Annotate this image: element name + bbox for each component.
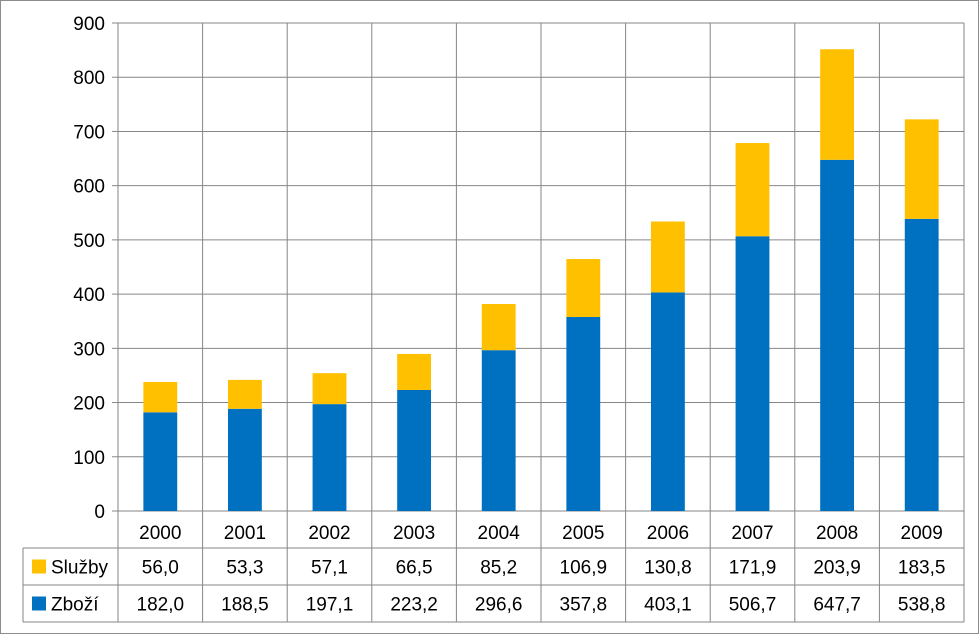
bar-sluzby bbox=[143, 381, 178, 413]
table-cell-zbozi: 223,2 bbox=[390, 595, 438, 616]
y-tick-label: 800 bbox=[73, 68, 105, 89]
table-cell-zbozi: 197,1 bbox=[306, 595, 354, 616]
bar-zbozi bbox=[397, 389, 432, 511]
table-cell-sluzby: 203,9 bbox=[813, 558, 861, 579]
table-cell-zbozi: 538,8 bbox=[898, 595, 946, 616]
x-tick-label: 2008 bbox=[816, 523, 858, 544]
legend-label-sluzby: Služby bbox=[51, 558, 109, 579]
bar-zbozi bbox=[735, 236, 770, 512]
table-cell-sluzby: 53,3 bbox=[226, 558, 263, 579]
table-cell-sluzby: 85,2 bbox=[480, 558, 517, 579]
bar-sluzby bbox=[735, 143, 770, 237]
bar-sluzby bbox=[650, 221, 685, 293]
y-tick-label: 900 bbox=[73, 14, 105, 35]
y-tick-label: 700 bbox=[73, 122, 105, 143]
bar-sluzby bbox=[820, 49, 855, 160]
bar-sluzby bbox=[227, 379, 262, 409]
table-cell-zbozi: 647,7 bbox=[813, 595, 861, 616]
y-tick-label: 100 bbox=[73, 448, 105, 469]
legend-swatch-sluzby bbox=[32, 559, 46, 574]
x-tick-label: 2000 bbox=[139, 523, 181, 544]
bar-zbozi bbox=[904, 218, 939, 512]
x-tick-label: 2005 bbox=[562, 523, 604, 544]
x-tick-label: 2001 bbox=[224, 523, 266, 544]
bar-zbozi bbox=[143, 412, 178, 511]
table-cell-zbozi: 296,6 bbox=[475, 595, 523, 616]
legend-swatch-zbozi bbox=[32, 596, 46, 611]
bar-zbozi bbox=[820, 159, 855, 511]
bar-zbozi bbox=[566, 316, 601, 511]
y-tick-label: 600 bbox=[73, 177, 105, 198]
bar-zbozi bbox=[312, 404, 347, 511]
bar-zbozi bbox=[481, 350, 516, 511]
y-tick-label: 400 bbox=[73, 285, 105, 306]
x-tick-label: 2009 bbox=[901, 523, 943, 544]
legend-label-zbozi: Zboží bbox=[51, 595, 99, 616]
table-cell-zbozi: 182,0 bbox=[137, 595, 185, 616]
y-tick-label: 0 bbox=[94, 502, 105, 523]
y-tick-label: 500 bbox=[73, 231, 105, 252]
table-cell-sluzby: 56,0 bbox=[142, 558, 179, 579]
table-cell-zbozi: 188,5 bbox=[221, 595, 269, 616]
y-tick-label: 200 bbox=[73, 394, 105, 415]
table-cell-sluzby: 183,5 bbox=[898, 558, 946, 579]
x-tick-label: 2007 bbox=[731, 523, 773, 544]
bar-sluzby bbox=[312, 373, 347, 405]
table-cell-sluzby: 66,5 bbox=[396, 558, 433, 579]
bar-sluzby bbox=[904, 119, 939, 219]
table-cell-zbozi: 403,1 bbox=[644, 595, 692, 616]
y-tick-label: 300 bbox=[73, 339, 105, 360]
bar-sluzby bbox=[397, 353, 432, 390]
x-tick-label: 2003 bbox=[393, 523, 435, 544]
bar-zbozi bbox=[650, 292, 685, 511]
bar-sluzby bbox=[566, 259, 601, 317]
bar-zbozi bbox=[227, 408, 262, 511]
table-cell-zbozi: 357,8 bbox=[560, 595, 608, 616]
x-tick-label: 2004 bbox=[478, 523, 521, 544]
table-cell-sluzby: 171,9 bbox=[729, 558, 777, 579]
x-tick-label: 2002 bbox=[308, 523, 350, 544]
table-cell-zbozi: 506,7 bbox=[729, 595, 777, 616]
table-cell-sluzby: 57,1 bbox=[311, 558, 348, 579]
x-tick-label: 2006 bbox=[647, 523, 689, 544]
table-cell-sluzby: 106,9 bbox=[560, 558, 608, 579]
table-cell-sluzby: 130,8 bbox=[644, 558, 692, 579]
bar-sluzby bbox=[481, 303, 516, 351]
